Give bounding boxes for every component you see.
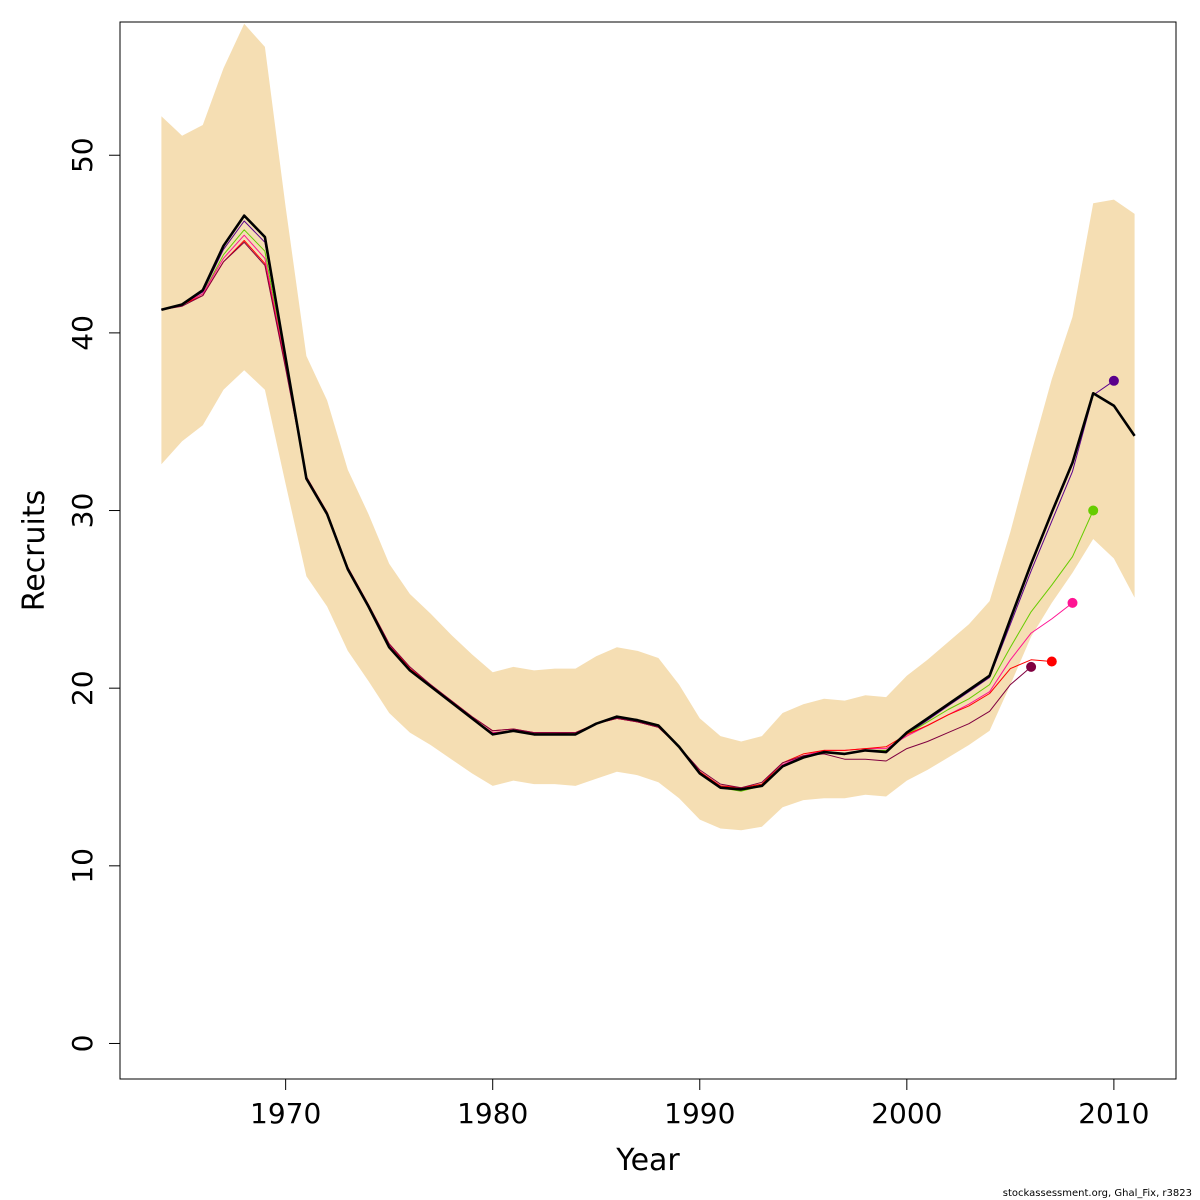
footnote: stockassessment.org, Ghal_Fix, r3823 — [1003, 1188, 1192, 1199]
y-axis: 0 10 20 30 40 50 — [66, 137, 121, 1053]
series-lines — [161, 214, 1136, 792]
end-point-3 — [1067, 597, 1078, 608]
x-tick-label: 1970 — [250, 1097, 321, 1130]
end-point-2 — [1088, 505, 1099, 516]
x-axis-title: Year — [615, 1143, 680, 1178]
x-axis: 1970 1980 1990 2000 2010 — [250, 1078, 1150, 1130]
x-tick-label: 1990 — [664, 1097, 735, 1130]
end-point-5 — [1026, 661, 1037, 672]
x-tick-label: 1980 — [457, 1097, 528, 1130]
confidence-band — [161, 23, 1135, 831]
y-tick-label: 10 — [66, 848, 99, 884]
y-tick-label: 20 — [66, 670, 99, 706]
series-line-1 — [161, 214, 1136, 791]
y-tick-label: 30 — [66, 493, 99, 529]
end-point-1 — [1108, 375, 1119, 386]
y-tick-label: 40 — [66, 315, 99, 351]
series-end-points — [1026, 375, 1119, 672]
y-tick-label: 50 — [66, 137, 99, 173]
x-tick-label: 2000 — [871, 1097, 942, 1130]
confidence-band-area — [161, 23, 1135, 831]
y-tick-label: 0 — [66, 1035, 99, 1053]
end-point-4 — [1046, 656, 1057, 667]
x-tick-label: 2010 — [1078, 1097, 1149, 1130]
y-axis-title: Recruits — [17, 490, 52, 612]
